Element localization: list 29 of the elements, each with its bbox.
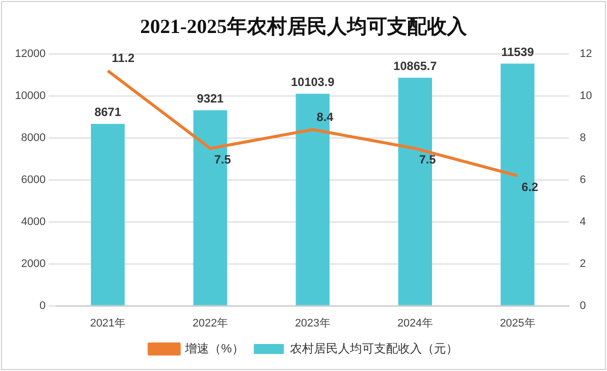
chart-title: 2021-2025年农村居民人均可支配收入 [140, 15, 468, 38]
y-tick-label: 6000 [21, 174, 46, 186]
y-tick-label: 8000 [21, 132, 46, 144]
y2-tick-label: 6 [580, 174, 586, 186]
y-tick-label: 4000 [21, 216, 46, 228]
y2-tick-label: 8 [580, 132, 586, 144]
x-tick-label: 2023年 [294, 317, 330, 330]
y2-tick-label: 4 [580, 216, 586, 228]
y-tick-label: 0 [39, 300, 46, 312]
y2-tick-label: 2 [580, 258, 586, 270]
y2-tick-label: 0 [580, 300, 586, 312]
data-label: 10865.7 [393, 59, 438, 74]
data-label: 9321 [196, 92, 224, 106]
x-tick-label: 2024年 [397, 317, 433, 330]
x-tick-label: 2022年 [192, 317, 228, 330]
legend-label: 农村居民人均可支配收入（元） [290, 341, 458, 356]
x-tick-label: 2025年 [500, 317, 536, 330]
data-label: 11.2 [112, 51, 135, 66]
data-label: 8671 [94, 105, 122, 120]
data-label: 10103.9 [290, 75, 335, 90]
legend-label: 增速（%） [184, 341, 244, 356]
bar [90, 124, 125, 306]
y-tick-label: 12000 [14, 48, 46, 60]
data-label: 11539 [501, 44, 534, 59]
y-tick-label: 10000 [14, 90, 46, 102]
x-tick-label: 2021年 [90, 317, 126, 330]
y2-tick-label: 12 [580, 48, 592, 60]
y-tick-label: 2000 [21, 258, 46, 270]
y2-tick-label: 10 [580, 90, 592, 102]
